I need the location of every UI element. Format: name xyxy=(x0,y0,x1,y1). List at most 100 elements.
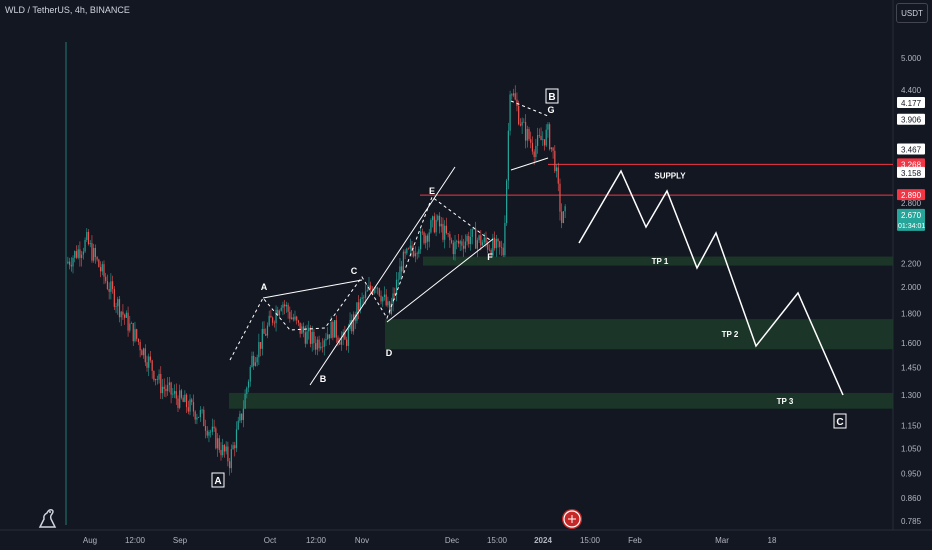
projection-path xyxy=(578,169,844,396)
candle-body xyxy=(122,311,124,315)
candle-body xyxy=(137,338,140,343)
candle-body xyxy=(564,206,566,212)
price-axis[interactable]: 5.000 4.400 3.467 2.800 2.200 2.000 1.800 1.600… xyxy=(897,54,925,526)
candle-body xyxy=(430,220,432,233)
candle-body xyxy=(163,386,165,389)
candles xyxy=(67,85,566,476)
candle-body xyxy=(84,239,86,252)
candle-body xyxy=(237,420,239,430)
candle-body xyxy=(447,233,449,235)
time-tick-label: Feb xyxy=(628,536,642,545)
candle-body xyxy=(222,444,224,456)
candle-body xyxy=(297,320,300,323)
candle-body xyxy=(373,288,375,294)
candle-body xyxy=(490,250,492,256)
price-tick-label: 1.600 xyxy=(901,339,922,348)
candle-body xyxy=(487,242,489,250)
candle-body xyxy=(278,310,281,316)
candle-body xyxy=(234,445,236,449)
candle-body xyxy=(537,135,539,146)
candle-body xyxy=(469,236,472,245)
candle-body xyxy=(191,399,193,403)
candle-body xyxy=(149,356,152,361)
candle-body xyxy=(337,337,339,343)
candle-body xyxy=(521,121,523,126)
candle-body xyxy=(366,290,368,292)
price-tick-label: 5.000 xyxy=(901,54,922,63)
candle-body xyxy=(414,253,417,257)
candle-body xyxy=(554,150,556,172)
candle-body xyxy=(506,180,508,223)
candle-body xyxy=(216,438,219,449)
candle-body xyxy=(444,225,446,240)
candle-body xyxy=(459,241,461,244)
candle-body xyxy=(175,391,177,399)
candle-body xyxy=(105,276,107,282)
candle-body xyxy=(136,329,138,339)
candle-body xyxy=(497,239,499,242)
candle-body xyxy=(407,248,410,250)
candle-body xyxy=(438,215,441,227)
candle-body xyxy=(151,360,153,371)
time-axis[interactable]: Aug 12:00 Sep Oct 12:00 Nov Dec 15:00 2024 15:00 F… xyxy=(83,536,777,545)
candle-body xyxy=(370,285,372,290)
candle-body xyxy=(392,293,394,304)
candle-body xyxy=(72,257,74,267)
candle-body xyxy=(218,438,220,451)
price-tick-label: 0.785 xyxy=(901,517,922,526)
boxed-label-frame xyxy=(833,413,847,429)
candle-body xyxy=(464,241,466,249)
candle-body xyxy=(395,279,398,295)
candle-body xyxy=(383,294,386,298)
symbol-title[interactable]: WLD / TetherUS, 4h, BINANCE xyxy=(5,5,130,15)
price-label-box xyxy=(897,113,925,125)
candle-body xyxy=(266,325,269,336)
candle-body xyxy=(111,281,114,289)
candle-body xyxy=(485,237,487,243)
candle-body xyxy=(476,240,478,249)
price-label-box xyxy=(897,96,925,108)
candle-body xyxy=(457,240,460,244)
candle-body xyxy=(256,357,258,363)
candle-body xyxy=(179,390,181,408)
candle-body xyxy=(146,362,148,368)
candle-body xyxy=(192,402,195,412)
currency-button[interactable]: USDT xyxy=(896,3,928,23)
horizontal-lines: SUPPLY xyxy=(420,163,893,196)
candle-body xyxy=(524,122,527,141)
candle-body xyxy=(502,247,504,256)
candle-body xyxy=(165,388,167,392)
candle-body xyxy=(330,322,332,339)
tradingview-logo-icon[interactable] xyxy=(38,507,58,529)
candle-body xyxy=(81,254,83,258)
flag-event-icon[interactable] xyxy=(562,509,582,529)
candle-body xyxy=(139,342,141,351)
candle-body xyxy=(406,248,408,254)
candle-body xyxy=(103,264,105,277)
candle-body xyxy=(296,316,298,321)
candle-body xyxy=(316,339,318,350)
candle-body xyxy=(189,399,191,412)
price-tick-label: 1.800 xyxy=(901,309,922,318)
candle-body xyxy=(344,331,346,340)
candle-body xyxy=(351,320,353,332)
candle-body xyxy=(526,129,528,141)
price-tick-label: 1.150 xyxy=(901,422,922,431)
price-tick-label: 2.000 xyxy=(901,283,922,292)
candle-body xyxy=(478,235,480,241)
candle-body xyxy=(172,393,174,395)
boxed-label: B xyxy=(548,92,555,103)
candle-body xyxy=(440,223,442,227)
candle-body xyxy=(339,342,341,345)
target-zone xyxy=(423,256,893,266)
candle-body xyxy=(356,302,358,321)
candle-body xyxy=(132,323,134,342)
candle-body xyxy=(270,315,272,318)
candle-body xyxy=(401,266,403,272)
candle-body xyxy=(258,342,260,358)
candle-body xyxy=(289,311,291,319)
target-zone-label: TP 3 xyxy=(777,397,794,406)
price-tick-label: 1.050 xyxy=(901,444,922,453)
